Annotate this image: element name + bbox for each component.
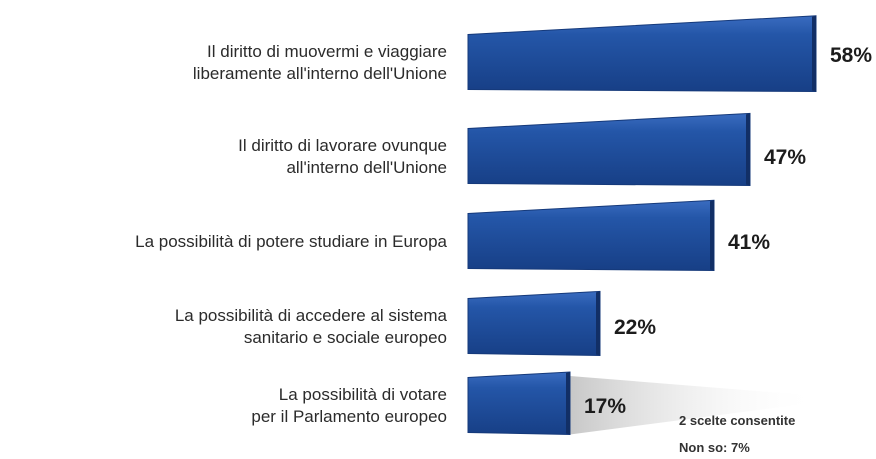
category-label: Il diritto di muovermi e viaggiare xyxy=(207,42,447,61)
category-label: liberamente all'interno dell'Unione xyxy=(193,64,447,83)
value-label: 22% xyxy=(614,316,656,339)
category-label: La possibilità di potere studiare in Eur… xyxy=(135,232,447,251)
value-label: 58% xyxy=(830,44,872,67)
category-label: Il diritto di lavorare ovunque xyxy=(238,136,447,155)
bars xyxy=(467,15,817,436)
bar-shadow xyxy=(570,376,820,435)
bar xyxy=(467,112,751,187)
note-dont-know: Non so: 7% xyxy=(679,440,750,455)
bar xyxy=(467,371,571,436)
bar-end-face xyxy=(566,372,570,435)
category-labels: Il diritto di muovermi e viaggiare libera… xyxy=(135,42,447,426)
bar-shadows xyxy=(570,376,820,435)
category-label: per il Parlamento europeo xyxy=(251,407,447,426)
bar xyxy=(467,199,715,272)
value-label: 47% xyxy=(764,146,806,169)
category-label: La possibilità di accedere al sistema xyxy=(175,306,448,325)
category-label: La possibilità di votare xyxy=(279,385,447,404)
chart-notes: 2 scelte consentite Non so: 7% xyxy=(679,413,795,455)
bar-end-face xyxy=(746,113,750,186)
bar xyxy=(467,290,601,357)
value-label: 41% xyxy=(728,231,770,254)
category-label: sanitario e sociale europeo xyxy=(244,328,447,347)
value-label: 17% xyxy=(584,395,626,418)
value-labels: 58% 47% 41% 22% 17% xyxy=(584,44,872,418)
note-choices: 2 scelte consentite xyxy=(679,413,795,428)
category-label: all'interno dell'Unione xyxy=(286,158,447,177)
bar-end-face xyxy=(812,15,816,92)
bar-end-face xyxy=(710,200,714,271)
bar-end-face xyxy=(596,291,600,356)
bar xyxy=(467,15,817,93)
